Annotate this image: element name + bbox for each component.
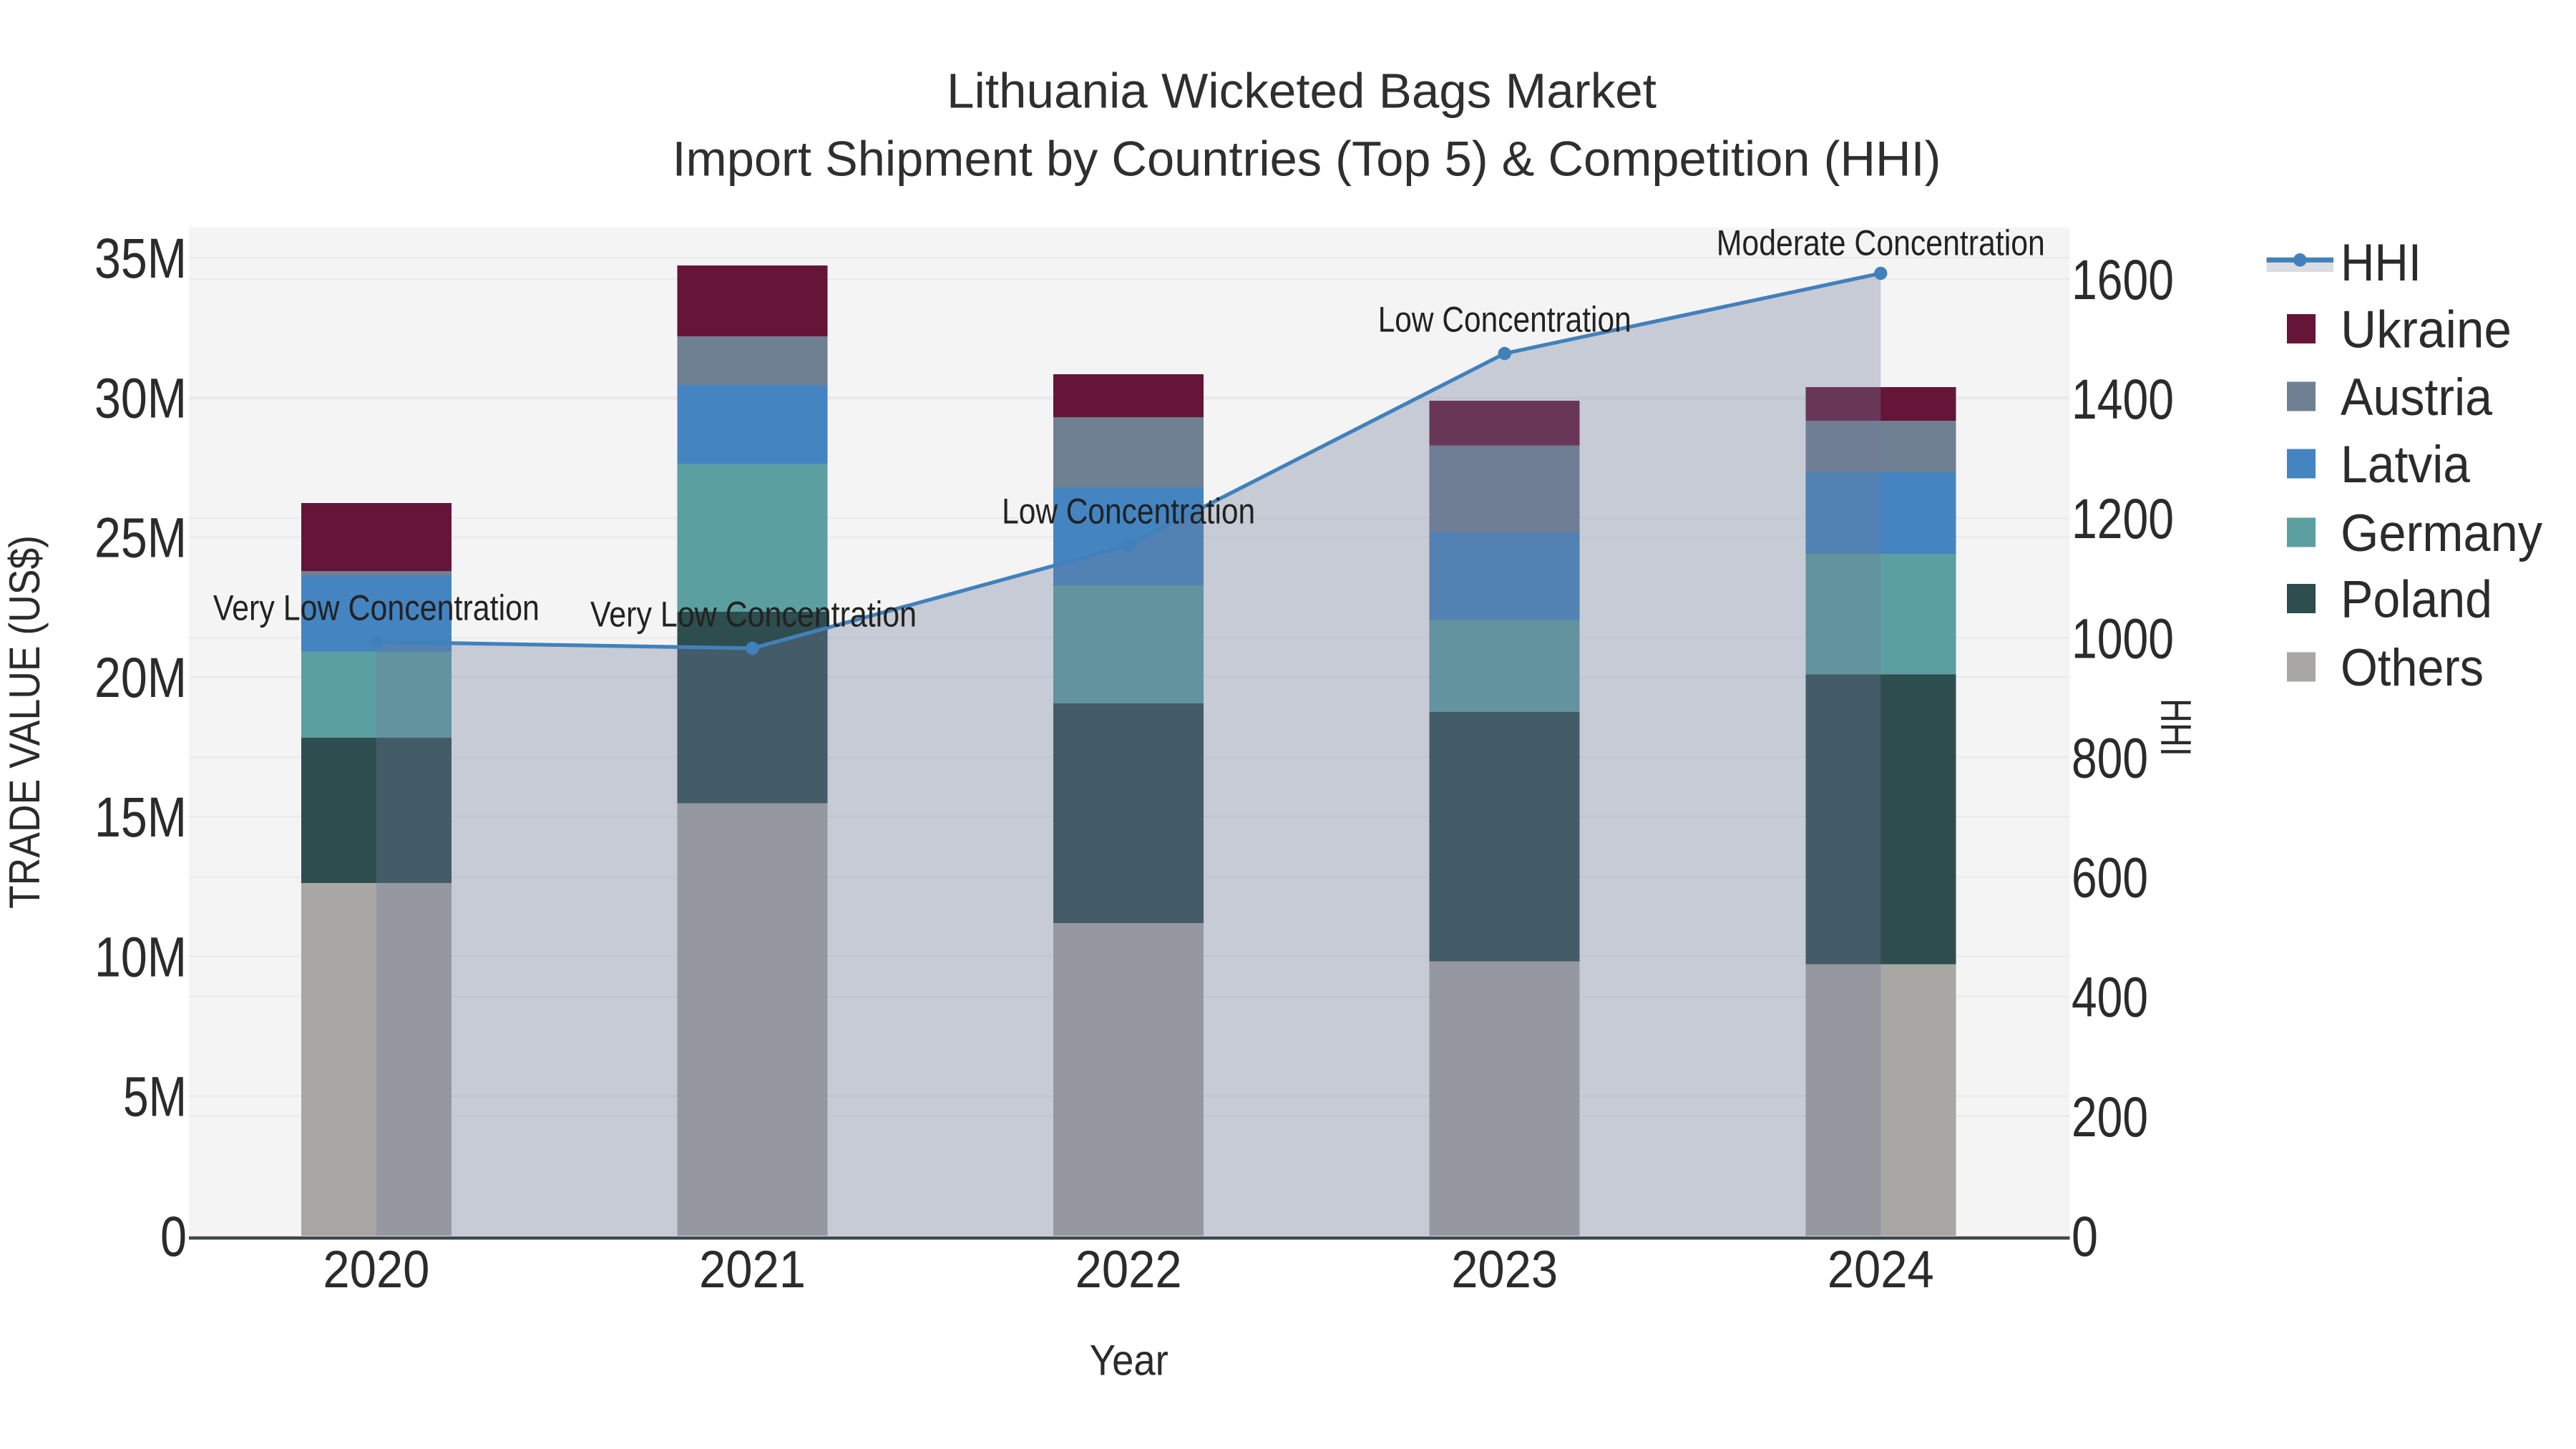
svg-text:2021: 2021 [699, 1241, 806, 1299]
svg-text:TRADE VALUE (US$): TRADE VALUE (US$) [1, 535, 49, 909]
svg-text:25M: 25M [94, 506, 187, 570]
svg-text:400: 400 [2072, 965, 2148, 1029]
svg-text:Ukraine: Ukraine [2341, 301, 2512, 359]
svg-text:Latvia: Latvia [2341, 436, 2470, 494]
svg-text:200: 200 [2072, 1085, 2148, 1148]
svg-text:10M: 10M [94, 924, 187, 988]
svg-text:30M: 30M [94, 366, 187, 429]
svg-text:Lithuania Wicketed Bags Market: Lithuania Wicketed Bags Market [947, 64, 1657, 119]
svg-text:Year: Year [1090, 1337, 1169, 1385]
svg-text:1400: 1400 [2072, 367, 2174, 431]
svg-text:Poland: Poland [2341, 571, 2492, 629]
svg-text:2020: 2020 [323, 1241, 429, 1299]
svg-text:800: 800 [2072, 726, 2148, 789]
svg-text:600: 600 [2072, 846, 2148, 909]
svg-text:15M: 15M [94, 785, 187, 849]
svg-text:Germany: Germany [2341, 504, 2542, 562]
svg-text:2022: 2022 [1075, 1241, 1182, 1299]
svg-text:HHI: HHI [2152, 698, 2200, 756]
svg-text:Low Concentration: Low Concentration [1378, 300, 1631, 340]
svg-text:HHI: HHI [2341, 234, 2421, 292]
svg-text:1200: 1200 [2072, 487, 2174, 550]
svg-text:1600: 1600 [2072, 248, 2174, 311]
svg-text:1000: 1000 [2072, 606, 2174, 670]
svg-text:Low Concentration: Low Concentration [1002, 492, 1255, 532]
svg-text:Austria: Austria [2341, 369, 2492, 426]
svg-text:Import Shipment by Countries (: Import Shipment by Countries (Top 5) & C… [673, 131, 1941, 186]
svg-text:20M: 20M [94, 645, 187, 709]
svg-text:Very Low Concentration: Very Low Concentration [590, 595, 917, 635]
svg-text:35M: 35M [94, 226, 187, 290]
svg-text:2024: 2024 [1828, 1241, 1934, 1299]
svg-text:Others: Others [2341, 639, 2484, 697]
svg-text:Very Low Concentration: Very Low Concentration [213, 588, 540, 628]
svg-text:5M: 5M [123, 1065, 187, 1128]
svg-text:0: 0 [2072, 1204, 2098, 1268]
svg-text:Moderate Concentration: Moderate Concentration [1717, 223, 2045, 263]
svg-text:0: 0 [160, 1204, 187, 1268]
svg-text:2023: 2023 [1451, 1241, 1558, 1299]
